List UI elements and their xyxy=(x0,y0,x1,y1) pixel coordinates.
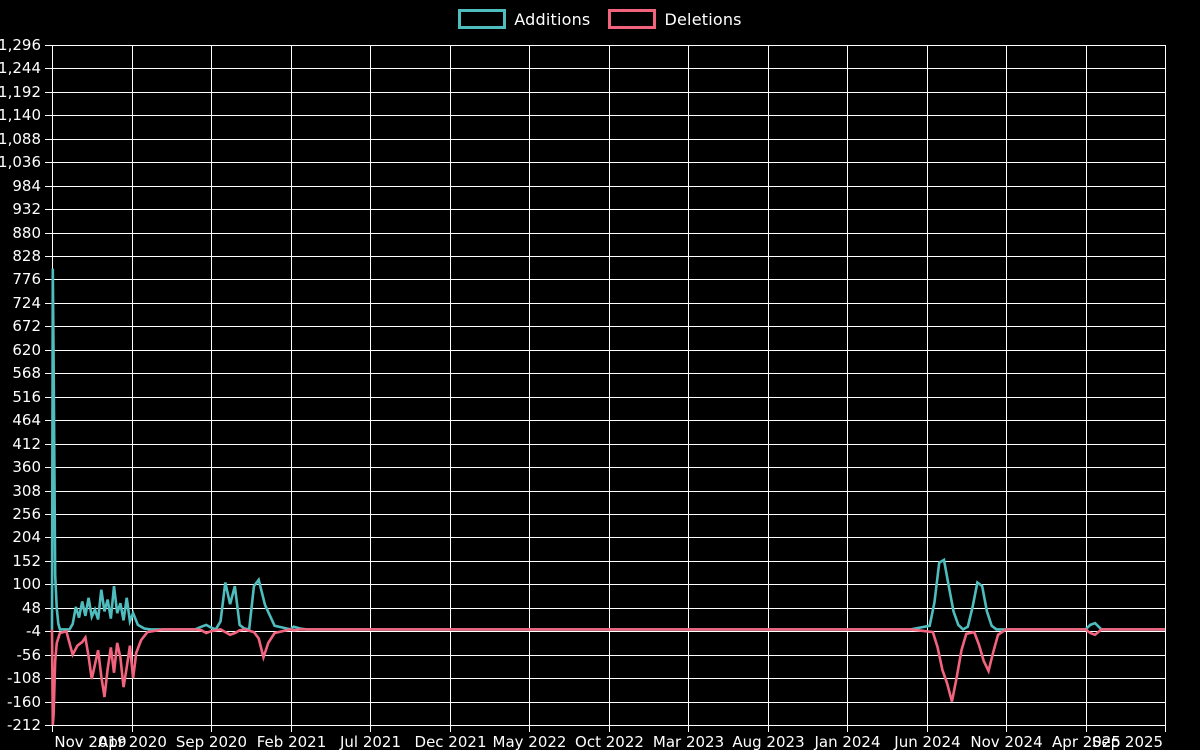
y-tick-label: 100 xyxy=(12,575,41,593)
y-tick-label: 984 xyxy=(12,177,41,195)
y-tick-label: 828 xyxy=(12,247,41,265)
x-tick-label: Mar 2023 xyxy=(653,733,724,750)
x-tick-label: Aug 2023 xyxy=(732,733,804,750)
y-tick-label: -108 xyxy=(7,669,41,687)
y-tick-label: 48 xyxy=(22,599,41,617)
axis-tickmarks xyxy=(45,44,1167,732)
y-tick-label: 1,192 xyxy=(0,83,41,101)
plot-area: 1,296 1,244 1,192 1,140 1,088 1,036 984 932 880 8… xyxy=(0,38,1200,750)
y-tick-label: 412 xyxy=(12,435,41,453)
y-axis-tick-labels: 1,296 1,244 1,192 1,140 1,088 1,036 984 932 880 8… xyxy=(0,38,41,734)
y-tick-label: 1,296 xyxy=(0,38,41,54)
x-tick-label: Apr 2020 xyxy=(98,733,167,750)
legend-label-deletions: Deletions xyxy=(664,9,742,29)
y-tick-label: 464 xyxy=(12,411,41,429)
y-tick-label: 204 xyxy=(12,528,41,546)
x-tick-label: Sep 2025 xyxy=(1092,733,1163,750)
x-tick-label: Apr 2025 xyxy=(1052,733,1121,750)
y-tick-label: 360 xyxy=(12,458,41,476)
y-tick-label: 776 xyxy=(12,270,41,288)
y-tick-label: 620 xyxy=(12,341,41,359)
x-tick-label: Oct 2022 xyxy=(575,733,644,750)
y-tick-label: 568 xyxy=(12,364,41,382)
x-tick-label: Jan 2024 xyxy=(813,733,880,750)
y-tick-label: -212 xyxy=(7,716,41,734)
y-tick-label: 1,036 xyxy=(0,153,41,171)
y-tick-label: 152 xyxy=(12,552,41,570)
y-tick-label: 256 xyxy=(12,505,41,523)
y-tick-label: 672 xyxy=(12,317,41,335)
x-tick-label: Sep 2020 xyxy=(176,733,247,750)
y-tick-label: 308 xyxy=(12,482,41,500)
series-line-additions xyxy=(50,268,1165,632)
x-tick-label: May 2022 xyxy=(493,733,567,750)
y-tick-label: 932 xyxy=(12,200,41,218)
y-tick-label: 1,244 xyxy=(0,59,41,77)
chart-svg: 1,296 1,244 1,192 1,140 1,088 1,036 984 932 880 8… xyxy=(0,38,1167,750)
y-tick-label: 516 xyxy=(12,388,41,406)
y-tick-label: -4 xyxy=(26,622,41,640)
x-tick-label: Feb 2021 xyxy=(257,733,327,750)
x-tick-label: Dec 2021 xyxy=(415,733,487,750)
y-tick-label: 880 xyxy=(12,224,41,242)
legend-swatch-deletions xyxy=(608,9,657,29)
horizontal-gridlines xyxy=(52,44,1165,727)
legend-item-deletions[interactable]: Deletions xyxy=(608,9,742,29)
x-tick-label: Nov 2019 xyxy=(54,733,126,750)
x-tick-label: Jul 2021 xyxy=(339,733,401,750)
y-tick-label: -160 xyxy=(7,693,41,711)
legend-swatch-additions xyxy=(458,9,507,29)
data-series-group xyxy=(50,268,1165,726)
y-tick-label: -56 xyxy=(17,646,42,664)
x-tick-label: Nov 2024 xyxy=(970,733,1042,750)
legend-item-additions[interactable]: Additions xyxy=(458,9,590,29)
y-tick-label: 724 xyxy=(12,294,41,312)
x-tick-label: Jun 2024 xyxy=(893,733,960,750)
series-line-deletions xyxy=(50,628,1165,726)
chart-legend: Additions Deletions xyxy=(0,0,1200,38)
legend-label-additions: Additions xyxy=(514,9,591,29)
y-tick-label: 1,140 xyxy=(0,106,41,124)
y-tick-label: 1,088 xyxy=(0,130,41,148)
